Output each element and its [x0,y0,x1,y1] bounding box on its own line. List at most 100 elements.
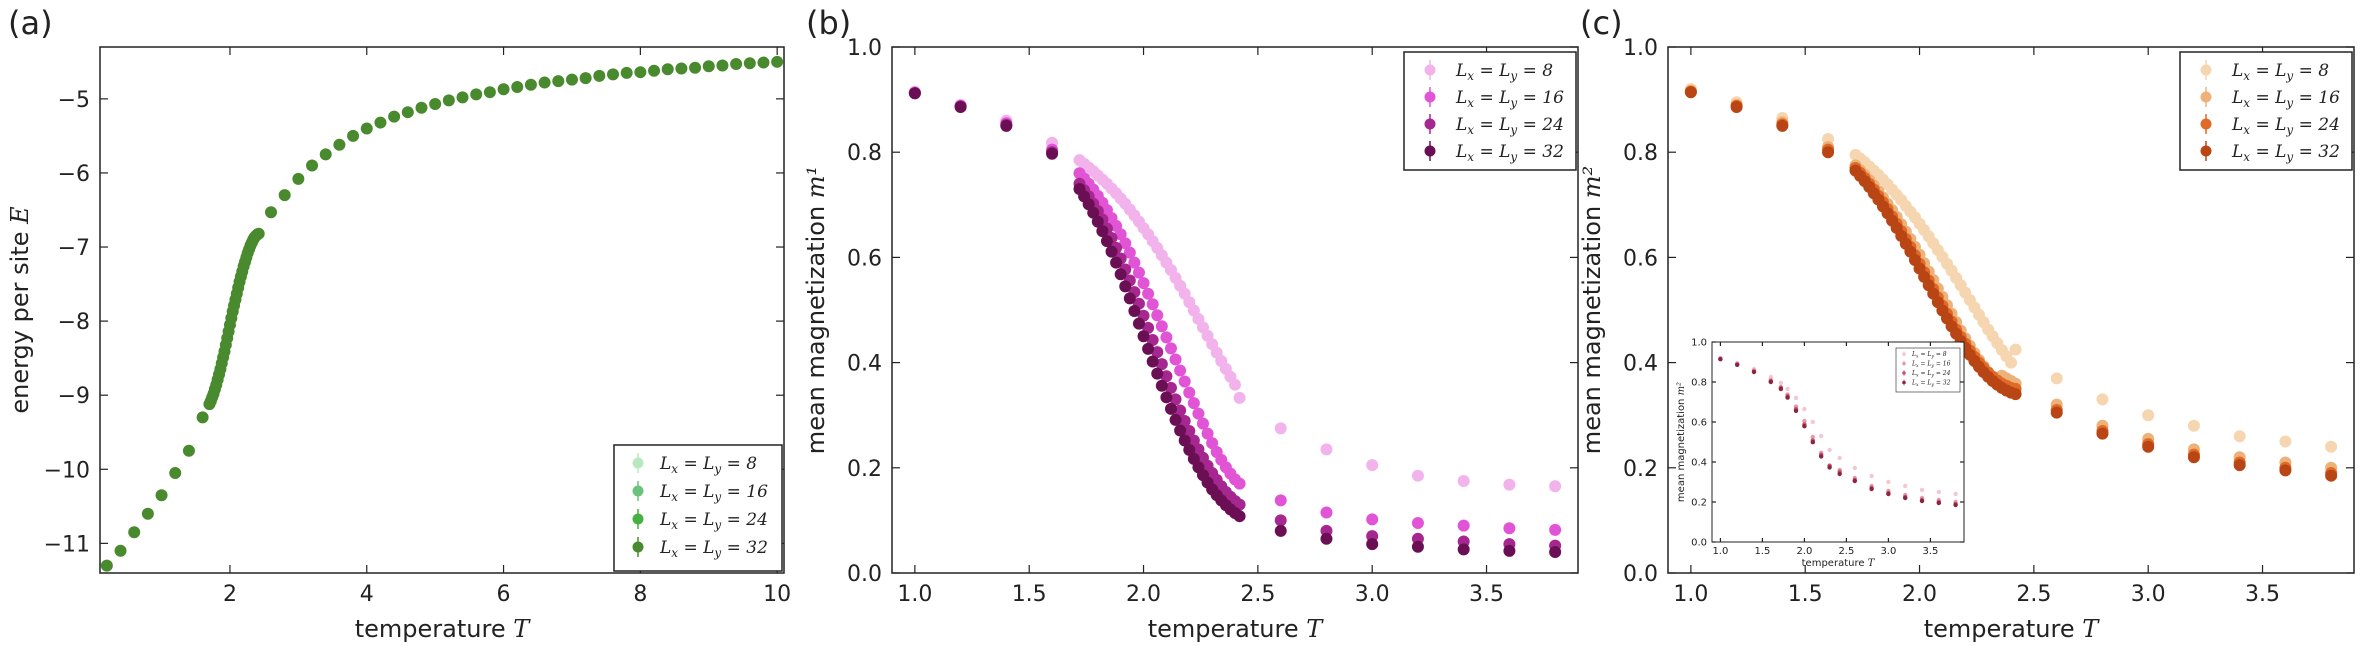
data-point [1869,473,1874,479]
data-point [1114,228,1127,241]
data-point [1174,424,1187,437]
x-tick-label: 4 [360,582,374,607]
data-point [360,122,373,135]
data-point [1091,215,1104,228]
x-tick-label: 6 [497,582,511,607]
data-point [1778,386,1784,392]
x-tick-label: 3.5 [2245,582,2280,607]
x-tick-label: 10 [763,582,791,607]
data-point [954,100,967,113]
y-tick-label: −9 [58,384,90,409]
data-point [1128,305,1141,318]
legend-label: Lx = Ly = 24 [659,510,768,532]
x-tick-label: 3.0 [2131,582,2166,607]
data-point [1778,380,1784,386]
data-point [1684,86,1697,99]
series-1 [1684,83,2338,453]
legend-label: Lx = Ly = 16 [2231,88,2340,110]
legend-label: Lx = Ly = 8 [1455,61,1553,83]
x-tick-label: 3.0 [1880,546,1896,557]
data-point [1886,479,1891,485]
data-point [1768,379,1774,385]
data-point [1366,459,1379,472]
data-point [1183,443,1196,456]
data-point [1810,419,1816,425]
data-point [401,106,414,119]
data-point [1174,364,1187,377]
data-point [1178,375,1191,388]
data-point [1827,465,1832,470]
series-4 [1718,357,1958,508]
data-point [1822,146,1835,159]
legend: Lx = Ly = 8 Lx = Ly = 16 Lx = Ly = 24 Lx = … [1403,51,1577,171]
data-point [292,172,305,185]
legend-marker [1424,91,1436,103]
data-point [511,81,524,94]
data-point [1549,523,1562,536]
data-point [1886,491,1891,497]
data-point [648,64,661,77]
data-point [1852,478,1858,484]
data-point [1936,489,1942,495]
data-point [1718,357,1723,362]
x-tick-label: 1.0 [1712,546,1728,557]
data-point [1128,256,1141,269]
x-axis-label: temperature T [355,615,531,643]
data-point [1146,298,1159,311]
data-point [388,110,401,123]
data-point [1366,538,1379,551]
panel-label: (b) [806,4,851,42]
data-point [1810,440,1816,445]
data-point [1164,381,1177,394]
data-point [565,73,578,86]
data-point [2233,430,2246,443]
data-point [1229,378,1241,391]
data-point [1274,524,1287,537]
data-point [1151,309,1164,322]
y-tick-label: −11 [44,532,90,557]
data-point [2142,409,2155,422]
data-points [908,85,1562,558]
x-axis-label: temperature T [1148,615,1324,643]
data-point [347,129,360,142]
data-point [1142,342,1155,355]
data-point [1411,517,1424,530]
data-point [1827,447,1832,453]
y-axis-label: mean magnetization m² [1676,382,1687,502]
x-tick-label: 2.0 [1902,582,1937,607]
data-point [1132,266,1145,279]
data-point [579,72,592,85]
data-point [1096,225,1109,238]
x-axis-label: temperature T [1802,558,1876,569]
data-point [1366,513,1379,526]
data-point [1785,395,1790,400]
legend-label: Lx = Ly = 32 [1455,142,1564,164]
legend-label: Lx = Ly = 24 [1455,115,1564,137]
data-point [1183,424,1196,437]
legend-label: Lx = Ly = 8 [1911,351,1947,360]
data-point [265,206,277,219]
data-point [634,66,647,79]
legend-label: Lx = Ly = 8 [2231,61,2329,83]
x-tick-label: 2.0 [1796,546,1812,557]
panel-c-inset: 1.0 1.5 2.0 2.5 3.0 3.5 0.0 0.2 0.4 0.6 0.8 1.0 temp… [1676,338,1965,569]
data-point [1142,287,1155,300]
data-point [1411,469,1424,482]
y-tick-label: 0.8 [847,141,882,166]
y-tick-label: 0.8 [1691,378,1707,389]
series-4 [908,87,1562,558]
legend-label: Lx = Ly = 16 [1911,361,1951,370]
data-point [661,63,674,76]
data-point [1169,393,1182,406]
data-point [128,526,141,539]
data-point [1503,478,1516,491]
data-point [1457,474,1470,487]
panel-label: (a) [8,4,53,42]
x-tick-label: 1.5 [1754,546,1770,557]
x-tick-label: 8 [633,582,647,607]
legend-marker [632,541,644,553]
data-point [1187,434,1200,447]
legend-box [1895,347,1961,393]
panel-label: (c) [1580,4,1623,42]
legend-label: Lx = Ly = 8 [659,454,757,476]
